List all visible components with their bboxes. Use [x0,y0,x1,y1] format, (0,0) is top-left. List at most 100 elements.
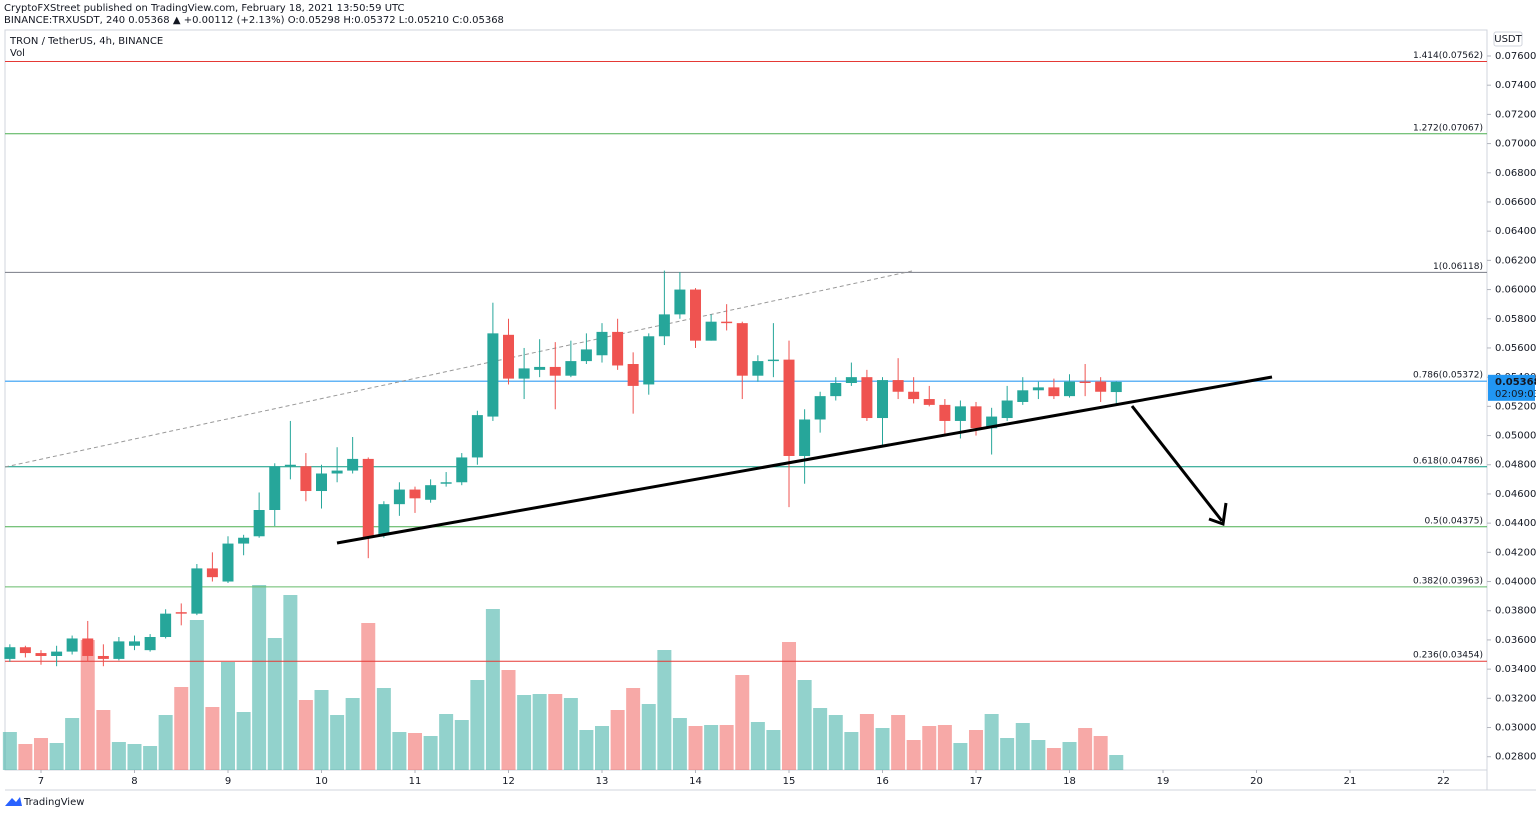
volume-bar [1015,723,1030,770]
candle-body [362,458,374,538]
volume-bar [595,726,610,770]
volume-bar [1062,742,1077,770]
x-tick-label: 16 [876,776,889,787]
candle-body [1110,381,1122,393]
x-tick-label: 9 [225,776,231,787]
volume-bar [408,733,423,770]
volume-bar [96,710,111,770]
volume-bar [1031,740,1046,770]
volume-bar [127,744,142,770]
x-tick-label: 22 [1437,776,1450,787]
candle-body [160,613,172,638]
volume-bar [704,725,719,770]
x-tick-label: 8 [131,776,137,787]
candle-body [705,321,717,341]
y-tick-label: 0.05000 [1495,431,1536,442]
symbol-line: BINANCE:TRXUSDT, 240 0.05368 ▲ +0.00112 … [4,15,504,26]
volume-bar [158,715,173,770]
publisher: CryptoFXStreet published on TradingView.… [4,3,405,14]
volume-legend: Vol [10,48,25,59]
volume-layer [2,585,1124,770]
y-tick-label: 0.03600 [1495,635,1536,646]
candle-body [409,489,421,499]
candle-body [970,406,982,429]
candle-body [440,482,452,484]
candle-body [721,321,733,324]
volume-bar [906,740,921,770]
candle-body [456,457,468,483]
volume-bar [361,623,376,770]
volume-bar [252,585,267,770]
x-tick-label: 18 [1063,776,1076,787]
candle-body [1064,381,1076,397]
x-tick-label: 17 [970,776,983,787]
volume-bar [672,718,687,770]
candle-body [487,333,499,417]
candle-body [378,504,390,535]
candle-body [814,396,826,420]
y-tick-label: 0.03000 [1495,723,1536,734]
volume-bar [189,620,204,770]
volume-bar [501,670,516,770]
candle-body [580,349,592,362]
arrow-head [1208,502,1228,527]
candle-body [783,359,795,456]
candle-body [658,314,670,337]
candle-body [954,406,966,421]
candle-body [253,510,265,537]
volume-bar [891,715,906,770]
fib-level-label: 0.5(0.04375) [1424,516,1483,526]
x-tick-label: 13 [596,776,609,787]
volume-bar [392,732,407,770]
candle-body [66,638,78,652]
candle-body [331,470,343,474]
candle-body [908,391,920,400]
candle-body [1079,381,1091,383]
candle-body [877,380,889,419]
y-tick-label: 0.06600 [1495,197,1536,208]
arrow-shaft [1130,405,1224,522]
volume-bar [922,726,937,770]
candle-body [128,641,140,646]
volume-bar [49,743,64,770]
candle-body [238,537,250,544]
y-tick-label: 0.02800 [1495,752,1536,763]
candle-body [4,647,16,659]
volume-bar [813,708,828,770]
volume-bar [688,726,703,770]
candle-body [892,380,904,392]
y-tick-label: 0.05800 [1495,314,1536,325]
candle-body [144,637,156,651]
candle-body [82,638,94,656]
volume-bar [2,732,17,770]
volume-bar [376,688,391,770]
volume-bar [65,718,80,770]
volume-bar [937,725,952,770]
volume-bar [267,638,282,770]
y-tick-label: 0.06200 [1495,255,1536,266]
unit-box [1493,31,1523,47]
y-tick-label: 0.04800 [1495,460,1536,471]
candle-body [939,404,951,421]
x-tick-label: 10 [315,776,328,787]
candles-layer [4,270,1122,667]
y-tick-label: 0.06800 [1495,168,1536,179]
y-tick-label: 0.07600 [1495,51,1536,62]
candle-body [1001,400,1013,419]
fib-level-label: 1.272(0.07067) [1413,123,1483,133]
footer-brand: TradingView [23,797,84,808]
candle-body [518,368,530,379]
volume-bar [548,694,563,770]
volume-bar [750,722,765,770]
candle-body [830,382,842,397]
volume-bar [641,704,656,770]
volume-bar [797,680,812,770]
y-tick-label: 0.05200 [1495,401,1536,412]
candle-body [269,466,281,510]
candle-body [565,361,577,376]
candle-body [284,464,296,467]
y-tick-label: 0.04200 [1495,547,1536,558]
volume-bar [283,595,298,770]
x-tick-label: 14 [689,776,702,787]
volume-bar [454,720,469,770]
